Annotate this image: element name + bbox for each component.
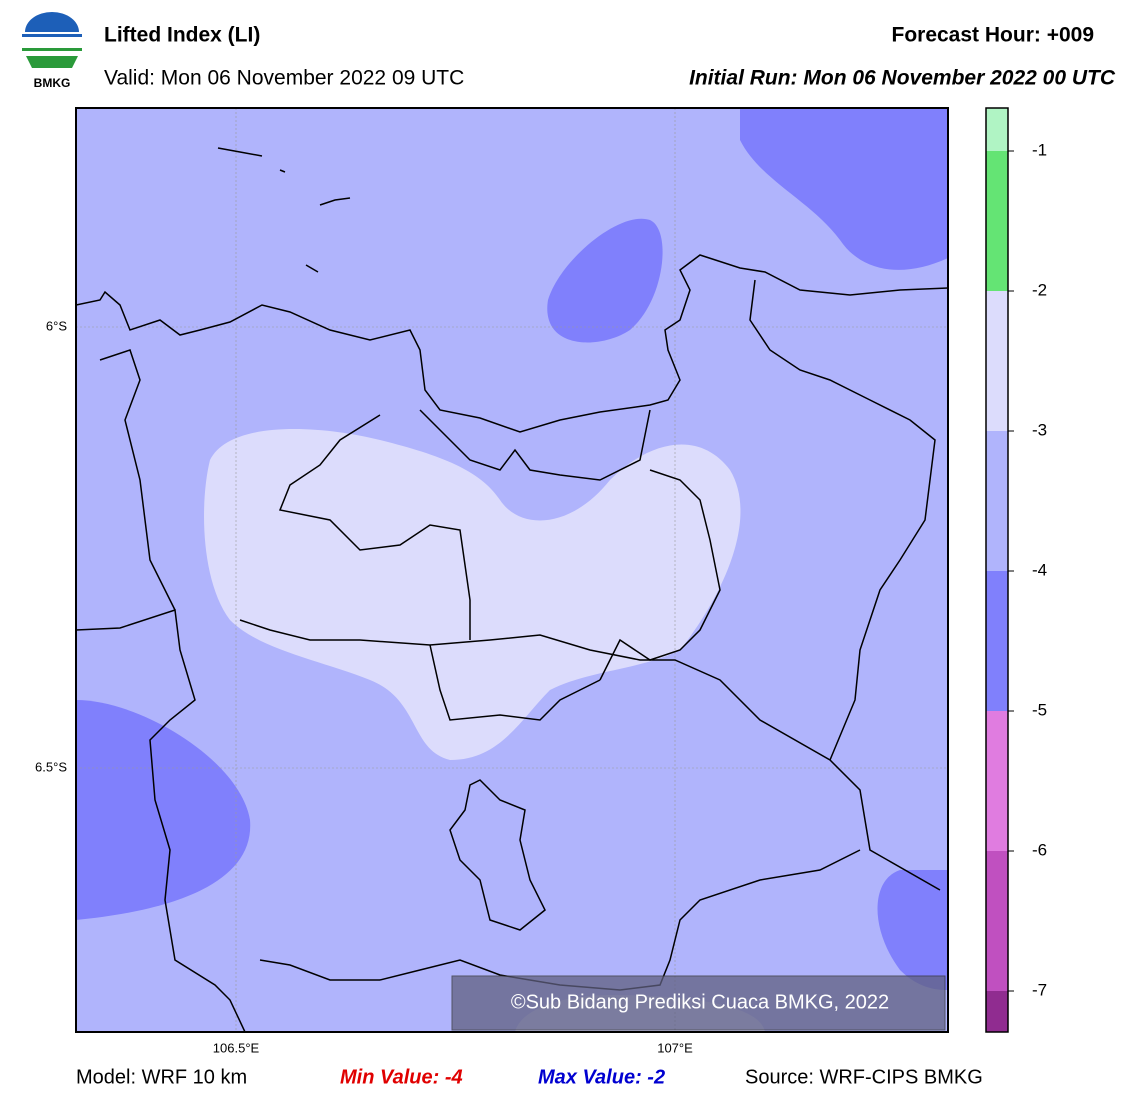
colorbar-segment <box>986 991 1008 1032</box>
colorbar-tick-label: -5 <box>1032 700 1047 719</box>
colorbar-tick-label: -7 <box>1032 980 1047 999</box>
lon-label: 106.5°E <box>213 1040 260 1055</box>
watermark-box <box>451 975 946 1031</box>
lat-label: 6°S <box>46 318 67 333</box>
footer-min: Min Value: -4 <box>340 1066 463 1088</box>
colorbar-segment <box>986 851 1008 991</box>
footer-max: Max Value: -2 <box>538 1066 665 1088</box>
colorbar-tick-label: -3 <box>1032 420 1047 439</box>
colorbar-segment <box>986 108 1008 151</box>
colorbar-tick-label: -1 <box>1032 140 1047 159</box>
title: Lifted Index (LI) <box>104 24 260 47</box>
logo: BMKG <box>22 12 82 90</box>
lat-label: 6.5°S <box>35 759 67 774</box>
colorbar: -1 -2 -3 -4 -5 -6 -7 <box>985 107 1047 1033</box>
colorbar-segment <box>986 291 1008 431</box>
initial-run: Initial Run: Mon 06 November 2022 00 UTC <box>689 67 1116 90</box>
colorbar-segment <box>986 431 1008 571</box>
colorbar-tick-label: -2 <box>1032 280 1047 299</box>
colorbar-segment <box>986 151 1008 291</box>
watermark: ©Sub Bidang Prediksi Cuaca BMKG, 2022 <box>511 991 889 1013</box>
footer-source: Source: WRF-CIPS BMKG <box>745 1066 983 1088</box>
map <box>76 108 948 1032</box>
colorbar-tick-label: -4 <box>1032 560 1047 579</box>
lon-label: 107°E <box>657 1040 693 1055</box>
forecast-hour: Forecast Hour: +009 <box>892 24 1095 47</box>
footer-model: Model: WRF 10 km <box>76 1066 247 1088</box>
colorbar-tick-label: -6 <box>1032 840 1047 859</box>
colorbar-frame <box>985 107 1009 1033</box>
valid-time: Valid: Mon 06 November 2022 09 UTC <box>104 67 464 90</box>
logo-text: BMKG <box>34 76 71 90</box>
colorbar-segment <box>986 571 1008 711</box>
colorbar-segment <box>986 711 1008 851</box>
map-frame <box>75 107 949 1033</box>
